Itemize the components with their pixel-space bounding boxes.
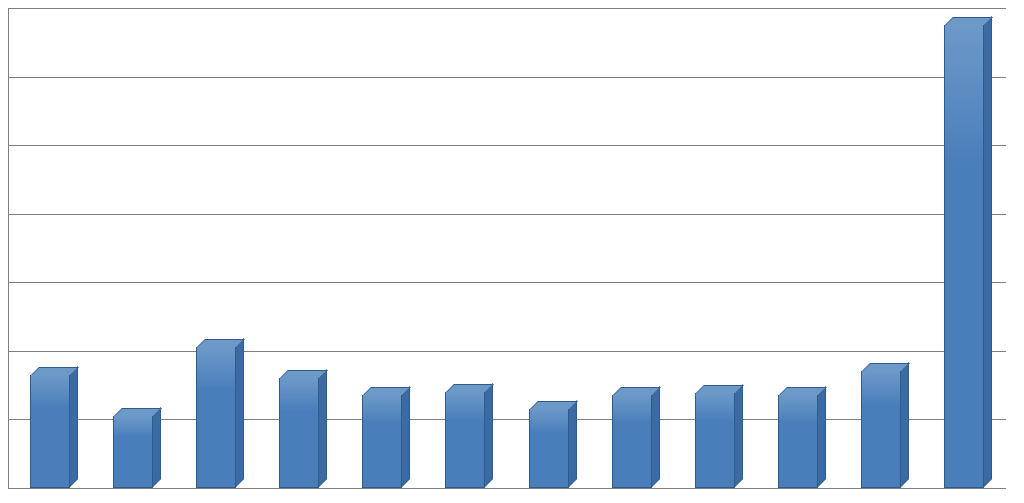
bar-side	[651, 386, 660, 488]
bar-front	[778, 395, 818, 488]
bar-front	[30, 375, 70, 488]
bar-side	[69, 366, 78, 488]
bar-side	[734, 384, 743, 488]
bar-front	[279, 378, 319, 488]
bar-front	[113, 416, 153, 488]
bars	[8, 8, 1006, 488]
bar-front	[196, 347, 236, 488]
bar	[944, 25, 984, 488]
bar	[778, 395, 818, 488]
bar	[612, 395, 652, 488]
x-axis-line	[8, 488, 1006, 489]
bar-front	[362, 395, 402, 488]
bar-side	[568, 400, 577, 488]
bar-front	[944, 25, 984, 488]
bar-front	[861, 371, 901, 488]
bar-side	[152, 407, 161, 488]
bar	[30, 375, 70, 488]
bar	[113, 416, 153, 488]
bar-front	[529, 409, 569, 488]
bar	[861, 371, 901, 488]
bar-side	[817, 386, 826, 488]
bar-side	[318, 369, 327, 488]
bar-side	[900, 362, 909, 488]
bar	[695, 393, 735, 488]
bar-side	[484, 383, 493, 488]
bar-front	[612, 395, 652, 488]
bar-chart	[0, 0, 1024, 503]
bar-side	[983, 16, 992, 488]
bar	[445, 392, 485, 488]
bar-front	[445, 392, 485, 488]
bar	[362, 395, 402, 488]
bar	[196, 347, 236, 488]
plot-area	[8, 8, 1006, 488]
bar	[279, 378, 319, 488]
bar-side	[401, 386, 410, 488]
bar	[529, 409, 569, 488]
bar-front	[695, 393, 735, 488]
bar-side	[235, 338, 244, 488]
